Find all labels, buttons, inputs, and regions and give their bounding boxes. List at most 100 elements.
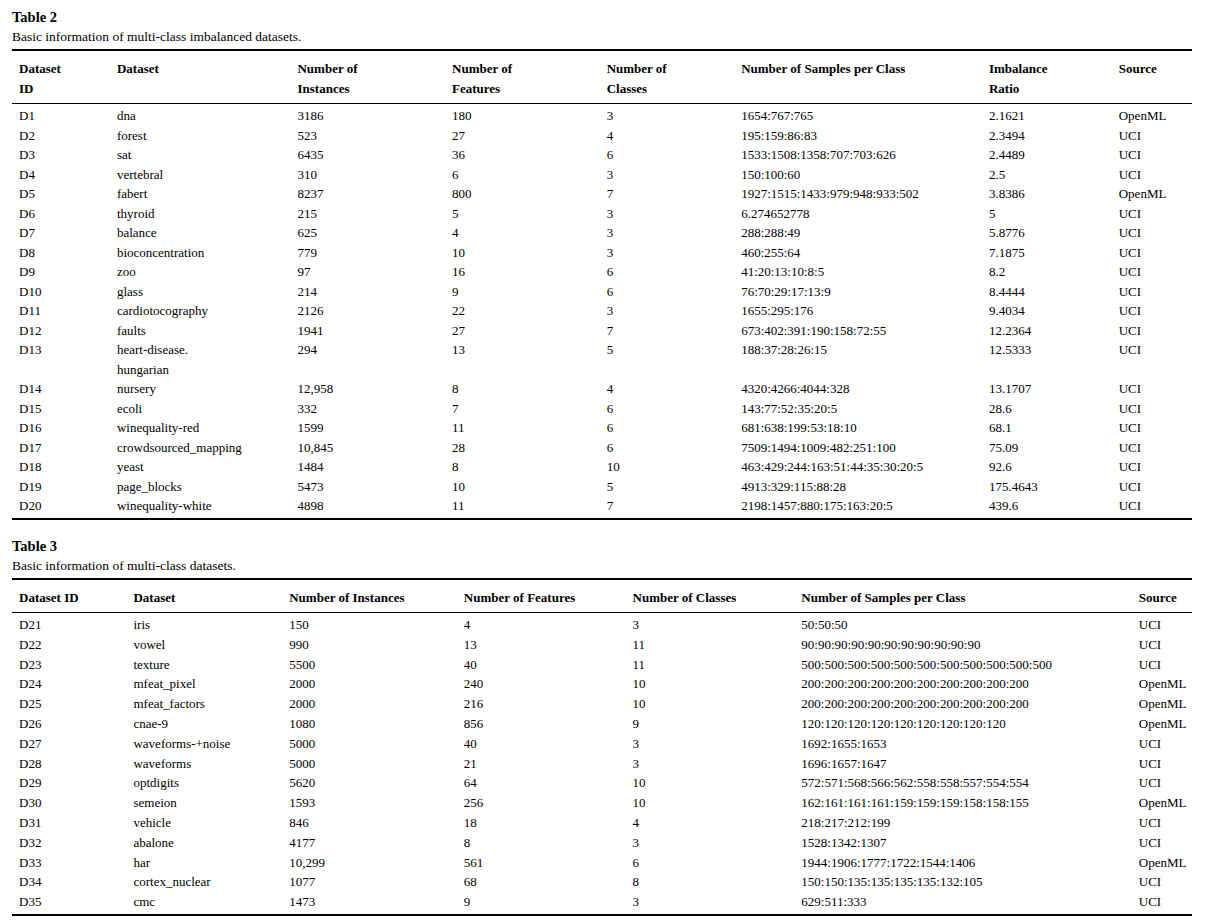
column-header: Source — [1132, 579, 1192, 613]
table-cell: UCI — [1112, 418, 1192, 438]
table-cell: 3 — [626, 754, 795, 774]
table-cell: cnae-9 — [126, 714, 282, 734]
table-cell: nursery — [110, 379, 291, 399]
table-cell: 40 — [457, 655, 626, 675]
table-cell: 629:511:333 — [794, 892, 1131, 915]
table-cell: UCI — [1112, 165, 1192, 185]
table-cell: UCI — [1112, 223, 1192, 243]
table-row: D8bioconcentration779103460:255:647.1875… — [12, 243, 1192, 263]
table-cell: 16 — [445, 262, 600, 282]
table-cell: 13 — [457, 635, 626, 655]
table-cell: D33 — [12, 853, 126, 873]
column-header: Number of Classes — [600, 50, 735, 104]
table-cell: 2.1621 — [982, 104, 1112, 126]
table-cell: UCI — [1112, 262, 1192, 282]
table-cell: D18 — [12, 457, 110, 477]
table-cell: 1927:1515:1433:979:948:933:502 — [734, 184, 982, 204]
table-row: D18yeast1484810463:429:244:163:51:44:35:… — [12, 457, 1192, 477]
table-cell: 1484 — [290, 457, 445, 477]
table-row: D7balance62543288:288:495.8776UCI — [12, 223, 1192, 243]
table-cell: D8 — [12, 243, 110, 263]
table-cell: D23 — [12, 655, 126, 675]
table-cell: 28.6 — [982, 399, 1112, 419]
table-cell: 76:70:29:17:13:9 — [734, 282, 982, 302]
table-cell: 10 — [445, 477, 600, 497]
table-cell: 9 — [445, 282, 600, 302]
table-cell: cmc — [126, 892, 282, 915]
table-cell: D35 — [12, 892, 126, 915]
table-cell: 8 — [445, 457, 600, 477]
column-header: Number of Instances — [282, 579, 457, 613]
table-row: D34cortex_nuclear1077688150:150:135:135:… — [12, 872, 1192, 892]
table-cell: D13 — [12, 340, 110, 379]
table3-label: Table 3 — [12, 536, 1192, 556]
table-cell: 6.274652778 — [734, 204, 982, 224]
column-header: Number of Classes — [626, 579, 795, 613]
table-cell: 175.4643 — [982, 477, 1112, 497]
table-cell: UCI — [1132, 754, 1192, 774]
table-row: D5fabert823780071927:1515:1433:979:948:9… — [12, 184, 1192, 204]
table-cell: 180 — [445, 104, 600, 126]
table-cell: 90:90:90:90:90:90:90:90:90:90:90 — [794, 635, 1131, 655]
multiclass-datasets-table: Dataset IDDatasetNumber of InstancesNumb… — [12, 578, 1192, 916]
table-cell: waveforms — [126, 754, 282, 774]
table-cell: 13 — [445, 340, 600, 379]
table-cell: 6435 — [290, 145, 445, 165]
table2-label: Table 2 — [12, 7, 1192, 27]
table-cell: 214 — [290, 282, 445, 302]
table-cell: 6 — [600, 282, 735, 302]
table-cell: OpenML — [1132, 674, 1192, 694]
table-cell: 2126 — [290, 301, 445, 321]
table-cell: 1944:1906:1777:1722:1544:1406 — [794, 853, 1131, 873]
table-row: D20winequality-white48981172198:1457:880… — [12, 496, 1192, 519]
table-cell: 1941 — [290, 321, 445, 341]
table-cell: 8 — [457, 833, 626, 853]
table-cell: cardiotocography — [110, 301, 291, 321]
table-cell: 92.6 — [982, 457, 1112, 477]
table-cell: OpenML — [1132, 714, 1192, 734]
column-header: Number of Features — [457, 579, 626, 613]
table-cell: 10 — [626, 773, 795, 793]
table-cell: 310 — [290, 165, 445, 185]
table-cell: 6 — [600, 418, 735, 438]
table-cell: 10 — [600, 457, 735, 477]
table-cell: 5500 — [282, 655, 457, 675]
table-cell: UCI — [1112, 282, 1192, 302]
table-cell: 10,299 — [282, 853, 457, 873]
table-cell: balance — [110, 223, 291, 243]
table-cell: D9 — [12, 262, 110, 282]
table-cell: UCI — [1132, 872, 1192, 892]
table-cell: ecoli — [110, 399, 291, 419]
table-cell: 2000 — [282, 674, 457, 694]
table-cell: D10 — [12, 282, 110, 302]
table-cell: 200:200:200:200:200:200:200:200:200:200 — [794, 694, 1131, 714]
table-cell: thyroid — [110, 204, 291, 224]
table-cell: 3 — [600, 301, 735, 321]
table-cell: 7509:1494:1009:482:251:100 — [734, 438, 982, 458]
table-cell: 990 — [282, 635, 457, 655]
table-cell: dna — [110, 104, 291, 126]
table-cell: 332 — [290, 399, 445, 419]
table-cell: D11 — [12, 301, 110, 321]
column-header: Dataset ID — [12, 579, 126, 613]
table-cell: 4 — [445, 223, 600, 243]
table-cell: UCI — [1112, 477, 1192, 497]
table-cell: D29 — [12, 773, 126, 793]
table-cell: 143:77:52:35:20:5 — [734, 399, 982, 419]
table-row: D4vertebral31063150:100:602.5UCI — [12, 165, 1192, 185]
table-cell: 5000 — [282, 734, 457, 754]
table-cell: 21 — [457, 754, 626, 774]
table-cell: UCI — [1112, 126, 1192, 146]
column-header: Dataset — [110, 50, 291, 104]
table-cell: 150:150:135:135:135:135:132:105 — [794, 872, 1131, 892]
table-cell: 800 — [445, 184, 600, 204]
table-row: D19page_blocks54731054913:329:115:88:281… — [12, 477, 1192, 497]
table-row: D25mfeat_factors200021610200:200:200:200… — [12, 694, 1192, 714]
table-cell: D27 — [12, 734, 126, 754]
column-header: Number of Features — [445, 50, 600, 104]
table-cell: 5473 — [290, 477, 445, 497]
table-cell: 11 — [445, 496, 600, 519]
table-cell: 12,958 — [290, 379, 445, 399]
table-row: D1dna318618031654:767:7652.1621OpenML — [12, 104, 1192, 126]
table-cell: D12 — [12, 321, 110, 341]
